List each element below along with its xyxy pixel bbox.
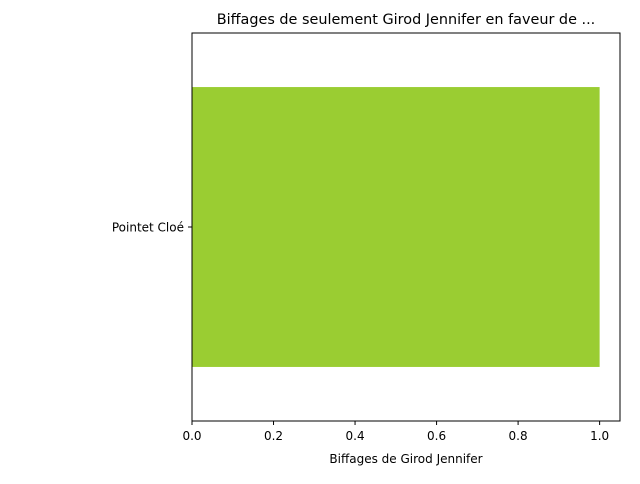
chart-title: Biffages de seulement Girod Jennifer en … <box>217 12 595 28</box>
ticks-group: Pointet Cloé 0.0 0.2 0.4 0.6 0.8 1.0 <box>112 221 609 444</box>
x-tick-label: 0.4 <box>346 429 365 443</box>
y-tick-label: Pointet Cloé <box>112 221 184 235</box>
x-tick-label: 0.6 <box>427 429 446 443</box>
x-tick-label: 0.0 <box>182 429 201 443</box>
x-tick-label: 0.2 <box>264 429 283 443</box>
bar <box>192 87 600 367</box>
x-tick-label: 0.8 <box>509 429 528 443</box>
x-axis-label: Biffages de Girod Jennifer <box>329 452 482 466</box>
x-tick-label: 1.0 <box>590 429 609 443</box>
bars-group <box>192 87 600 367</box>
